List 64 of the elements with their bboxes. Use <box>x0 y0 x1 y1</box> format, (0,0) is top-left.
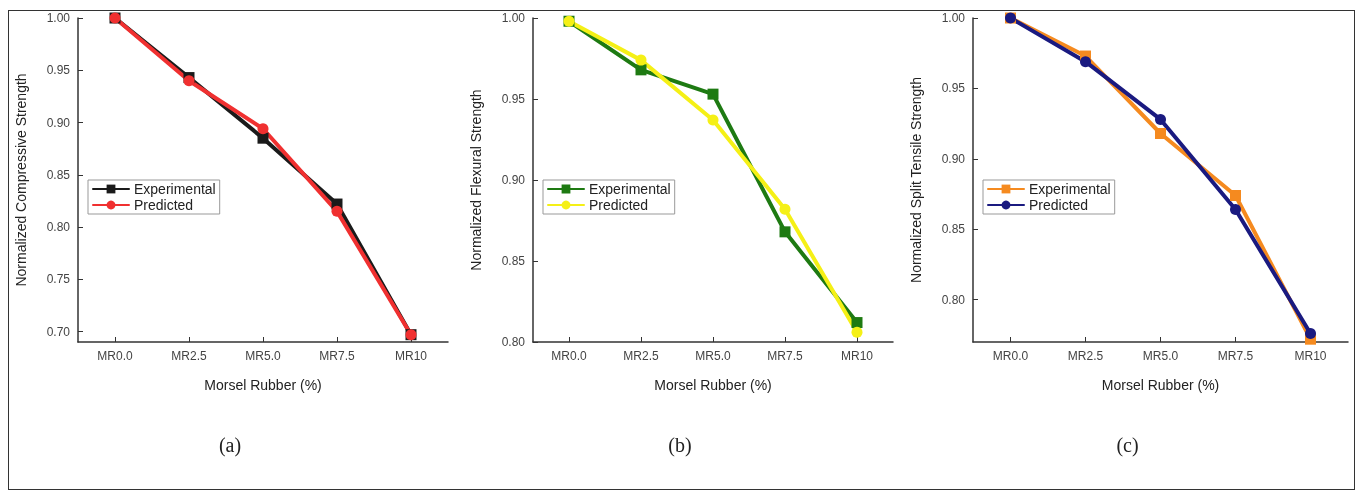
legend-label: Experimental <box>134 181 216 197</box>
legend-label: Predicted <box>589 197 649 213</box>
point <box>707 88 719 100</box>
y-tick-label: 0.80 <box>941 292 966 307</box>
x-tick-label: MR5.0 <box>1142 349 1179 363</box>
x-tick-label: MR0.0 <box>551 349 587 363</box>
y-tick-label: 1.00 <box>941 11 966 25</box>
y-tick-label: 1.00 <box>46 11 71 25</box>
y-tick-label: 1.00 <box>501 11 526 25</box>
legend-label: Experimental <box>589 181 671 197</box>
point <box>257 123 269 135</box>
y-tick-label: 0.95 <box>46 63 71 78</box>
y-tick-label: 0.70 <box>46 324 71 339</box>
y-tick-label: 0.95 <box>941 81 966 96</box>
x-tick-label: MR5.0 <box>245 349 281 363</box>
legend-label: Predicted <box>1029 197 1089 213</box>
point <box>1230 190 1241 201</box>
x-tick-label: MR10 <box>1294 349 1327 363</box>
point <box>1155 128 1166 140</box>
x-tick-label: MR10 <box>394 349 428 363</box>
y-tick-label: 0.90 <box>46 115 71 130</box>
x-tick-label: MR2.5 <box>1067 349 1104 363</box>
y-axis-title: Normalized Flexural Strength <box>468 89 484 271</box>
point <box>1230 204 1241 216</box>
text: (a) <box>218 434 242 457</box>
x-tick-label: MR10 <box>840 349 874 363</box>
legend-label: Experimental <box>1029 181 1111 197</box>
y-tick-label: 0.85 <box>46 167 71 182</box>
y-tick-label: 0.90 <box>501 173 526 187</box>
x-tick-label: MR0.0 <box>97 349 133 363</box>
point <box>635 64 647 76</box>
y-tick-label: 0.85 <box>501 254 526 268</box>
x-tick-label: MR5.0 <box>695 349 731 363</box>
x-axis-title: Morsel Rubber (%) <box>1101 377 1220 393</box>
y-tick-label: 0.95 <box>501 92 526 106</box>
point <box>635 54 647 66</box>
y-axis-title: Normalized Compressive Strength <box>13 73 29 287</box>
x-tick-label: MR7.5 <box>319 349 355 363</box>
point <box>779 203 791 215</box>
point <box>707 114 719 126</box>
y-tick-label: 0.90 <box>941 151 966 166</box>
x-tick-label: MR2.5 <box>171 349 207 363</box>
point <box>1080 56 1091 68</box>
legend-label: Predicted <box>134 197 194 213</box>
x-tick-label: MR7.5 <box>1217 349 1254 363</box>
y-tick-label: 0.80 <box>46 220 71 235</box>
y-tick-label: 0.75 <box>46 272 71 287</box>
point <box>1155 113 1166 125</box>
point <box>851 317 863 329</box>
x-tick-label: MR0.0 <box>992 349 1029 363</box>
y-tick-label: 0.85 <box>941 222 966 237</box>
text: (c) <box>1116 434 1139 457</box>
y-axis-title: Normalized Split Tensile Strength <box>908 77 924 283</box>
text: (b) <box>668 434 692 457</box>
point <box>1305 328 1316 340</box>
point <box>331 205 343 217</box>
point <box>851 326 863 338</box>
point <box>779 226 791 238</box>
x-tick-label: MR2.5 <box>623 349 659 363</box>
x-axis-title: Morsel Rubber (%) <box>654 377 772 393</box>
x-axis-title: Morsel Rubber (%) <box>204 377 322 393</box>
point <box>257 132 269 144</box>
y-tick-label: 0.80 <box>501 335 526 349</box>
x-tick-label: MR7.5 <box>767 349 803 363</box>
